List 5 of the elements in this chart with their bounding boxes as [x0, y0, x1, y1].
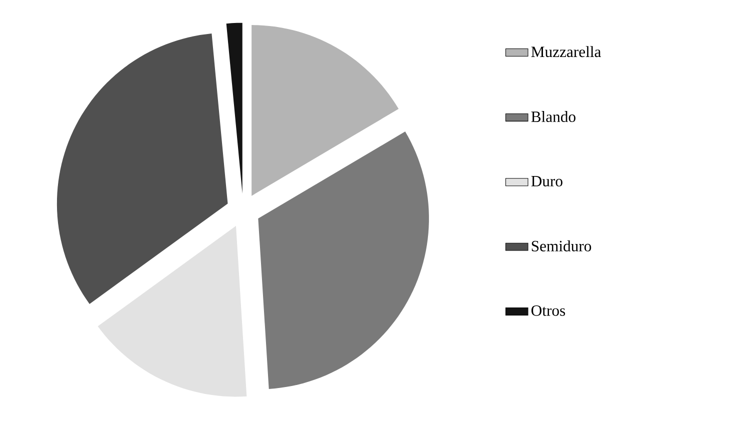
legend-label: Duro	[531, 176, 562, 186]
legend-label: Blando	[531, 110, 576, 122]
legend-label: Otros	[531, 305, 566, 316]
legend-label: Muzzarella	[531, 46, 601, 57]
legend-label: Semiduro	[532, 240, 592, 252]
